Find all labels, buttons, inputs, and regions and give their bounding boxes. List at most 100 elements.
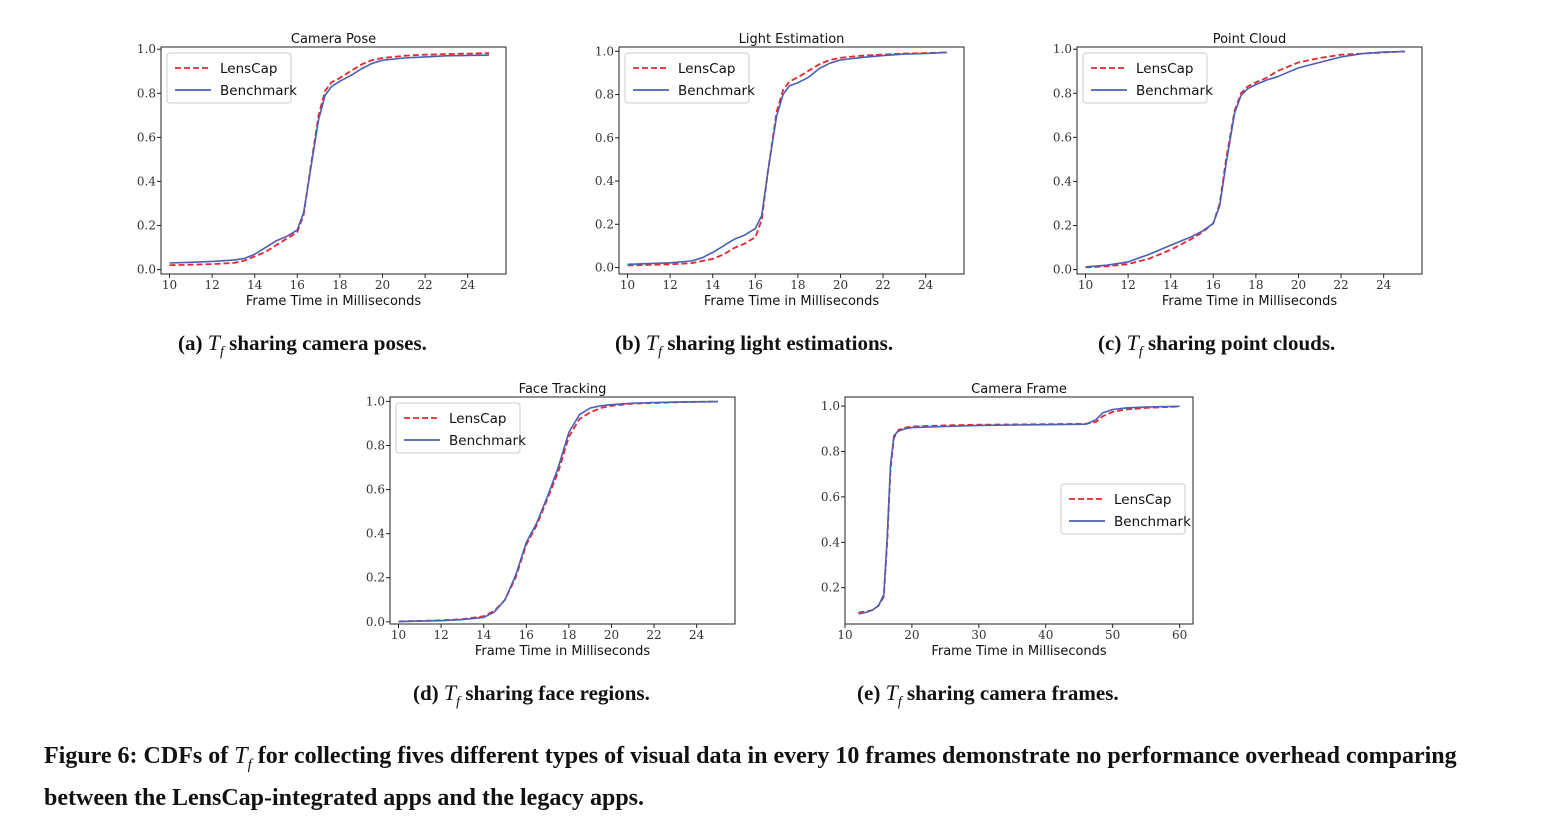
legend-label-benchmark: Benchmark [220,83,297,99]
x-tick-label: 50 [1105,628,1120,642]
legend-label-benchmark: Benchmark [678,83,755,99]
x-tick-label: 16 [1206,278,1221,292]
x-axis-label: Frame Time in Milliseconds [475,644,651,659]
x-tick-label: 24 [460,278,476,292]
x-tick-label: 60 [1172,628,1187,642]
x-tick-label: 14 [476,628,492,642]
y-tick-label: 1.0 [137,42,156,56]
x-tick-label: 12 [433,628,448,642]
chart-panel-5: Camera Frame 10 20 30 40 50 60 0.2 0.4 0.6 0.8 1.0 F… [821,382,1194,659]
subcaption-e: (e) Tf sharing camera frames. [857,680,1119,710]
x-axis-label: Frame Time in Milliseconds [704,294,880,309]
chart-panel-1: Camera Pose 10 12 14 16 18 20 22 24 0.0 0.2 0.4 0.6 0… [137,32,507,309]
y-tick-label: 0.0 [366,615,385,629]
y-tick-label: 0.6 [366,483,385,497]
figure-caption-variable: Tf [234,743,252,773]
subcaption-variable: Tf [885,680,902,710]
legend: LensCap Benchmark [395,402,526,454]
x-tick-label: 30 [971,628,986,642]
y-tick-label: 0.4 [595,174,614,188]
x-tick-label: 12 [1120,278,1135,292]
x-tick-label: 18 [790,278,805,292]
legend-label-lenscap: LensCap [449,411,506,427]
x-tick-label: 22 [1333,278,1348,292]
series-line-lenscap [627,51,948,267]
x-tick-label: 16 [290,278,305,292]
series-line-lenscap [1085,50,1406,269]
x-tick-label: 10 [1078,278,1093,292]
x-tick-label: 18 [561,628,576,642]
figure-caption: Figure 6: CDFs of Tf for collecting five… [44,740,1534,815]
y-tick-label: 0.4 [1053,174,1072,188]
subcaption-label: (d) [413,681,439,705]
chart-panel-3: Point Cloud 10 12 14 16 18 20 22 24 0.0 0.2 0.4 0.6 0… [1053,32,1423,309]
subcaption-text: sharing face regions. [465,681,650,705]
figure-caption-text: for collecting fives different types of … [44,743,1457,811]
figure-caption-label: Figure 6: [44,743,138,769]
legend: LensCap Benchmark [166,52,297,104]
x-tick-label: 20 [904,628,919,642]
x-tick-label: 14 [705,278,721,292]
x-tick-label: 18 [1248,278,1263,292]
x-tick-label: 16 [748,278,763,292]
y-tick-label: 0.2 [595,217,614,231]
x-tick-label: 10 [837,628,852,642]
y-tick-label: 0.8 [821,444,840,458]
series-line-lenscap [169,52,490,267]
legend: LensCap Benchmark [624,52,755,104]
x-tick-label: 40 [1038,628,1053,642]
y-tick-label: 0.2 [821,581,840,595]
subcaption-variable: Tf [443,680,461,710]
y-tick-label: 0.8 [595,88,614,102]
x-tick-label: 20 [1291,278,1306,292]
y-tick-label: 0.8 [137,86,156,100]
subcaption-text: sharing light estimations. [667,331,894,355]
chart-panel-4: Face Tracking 10 12 14 16 18 20 22 24 0.0 0.2 0.4 0.… [366,382,736,659]
y-tick-label: 0.4 [366,527,385,541]
y-tick-label: 0.8 [1053,86,1072,100]
legend-label-benchmark: Benchmark [449,433,526,449]
subcaption-label: (b) [615,331,641,355]
x-tick-label: 20 [604,628,619,642]
subcaption-d: (d) Tf sharing face regions. [413,680,650,710]
y-tick-label: 0.6 [595,131,614,145]
series-line-benchmark [627,51,948,266]
y-tick-label: 0.8 [366,438,385,452]
y-tick-label: 0.6 [821,490,840,504]
x-axis-label: Frame Time in Milliseconds [1162,294,1338,309]
subcaption-variable: Tf [1126,330,1143,360]
y-tick-label: 0.6 [137,130,156,144]
y-tick-label: 0.0 [1053,263,1072,277]
x-tick-label: 10 [391,628,406,642]
legend: LensCap Benchmark [1082,52,1213,104]
subcaption-a: (a) Tf sharing camera poses. [178,330,427,360]
x-tick-label: 10 [162,278,177,292]
y-tick-label: 0.2 [366,571,385,585]
subcaption-b: (b) Tf sharing light estimations. [615,330,893,360]
x-tick-label: 22 [417,278,432,292]
y-tick-label: 0.4 [821,535,840,549]
subcaption-label: (a) [178,331,203,355]
figure-caption-pre: CDFs of [143,743,229,769]
y-tick-label: 0.2 [1053,219,1072,233]
x-axis-label: Frame Time in Milliseconds [246,294,422,309]
x-tick-label: 22 [875,278,890,292]
x-tick-label: 24 [689,628,705,642]
legend-label-lenscap: LensCap [220,61,277,77]
subcaption-label: (e) [857,681,881,705]
legend-label-benchmark: Benchmark [1136,83,1213,99]
y-tick-label: 0.4 [137,174,156,188]
chart-title: Light Estimation [739,32,845,47]
x-tick-label: 20 [375,278,390,292]
y-tick-label: 1.0 [1053,42,1072,56]
subcaption-c: (c) Tf sharing point clouds. [1098,330,1335,360]
x-tick-label: 16 [519,628,534,642]
y-tick-label: 0.2 [137,219,156,233]
series-line-benchmark [398,400,719,623]
x-tick-label: 14 [1163,278,1179,292]
chart-title: Point Cloud [1213,32,1287,47]
chart-title: Camera Frame [971,382,1067,397]
x-tick-label: 24 [918,278,934,292]
subcaption-label: (c) [1098,331,1122,355]
y-tick-label: 1.0 [366,394,385,408]
